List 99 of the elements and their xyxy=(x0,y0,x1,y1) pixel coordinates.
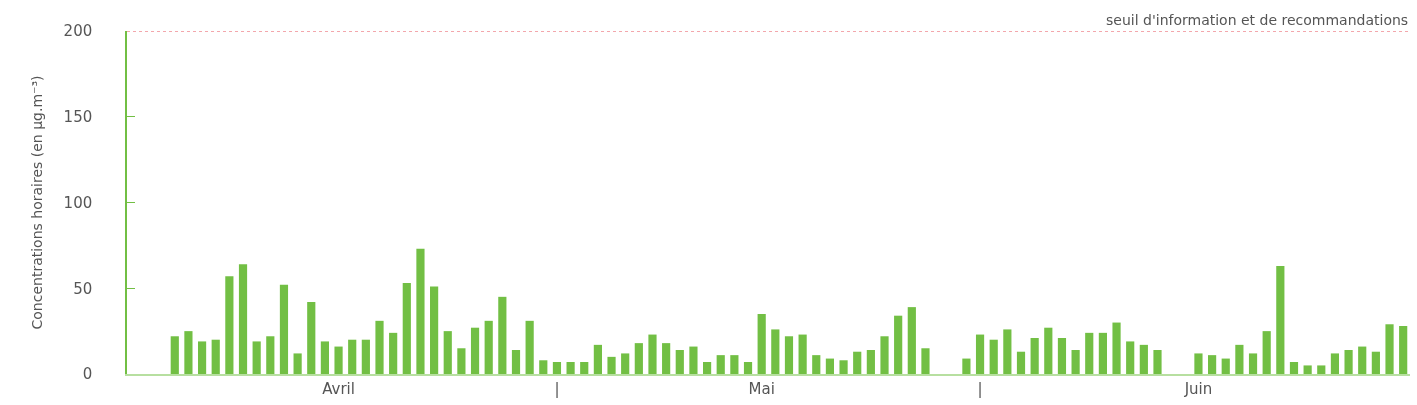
bar xyxy=(716,355,725,374)
bar xyxy=(266,336,275,374)
x-tick-label: Juin xyxy=(1183,380,1213,398)
bar xyxy=(334,346,343,374)
bar xyxy=(457,348,466,374)
bar xyxy=(1030,337,1039,374)
bar xyxy=(662,343,671,374)
bar xyxy=(211,339,220,374)
bar xyxy=(989,339,998,374)
bar xyxy=(1289,362,1299,374)
bar xyxy=(1153,349,1162,374)
bar xyxy=(1126,341,1135,374)
bar xyxy=(238,264,248,374)
bar xyxy=(648,334,657,374)
bar xyxy=(1276,265,1285,374)
bar xyxy=(252,341,261,374)
bar xyxy=(484,320,493,374)
bar xyxy=(894,315,903,374)
bar xyxy=(279,284,289,374)
bar xyxy=(580,362,589,374)
bar xyxy=(443,331,452,374)
bar xyxy=(498,296,507,374)
bar xyxy=(389,332,398,374)
bar xyxy=(1098,332,1107,374)
bar xyxy=(1003,329,1012,374)
y-tick-label: 200 xyxy=(63,22,93,41)
y-tick-label: 150 xyxy=(63,108,93,126)
bar xyxy=(757,313,766,374)
bar xyxy=(511,349,521,374)
bar xyxy=(1358,346,1367,374)
bar xyxy=(1044,327,1053,374)
bar xyxy=(1235,344,1244,374)
bar xyxy=(730,355,739,374)
bar xyxy=(866,349,875,374)
x-tick-label: Avril xyxy=(322,380,355,398)
y-tick-label: 100 xyxy=(63,193,93,212)
bar xyxy=(1303,365,1312,374)
bar xyxy=(539,360,548,374)
bar xyxy=(975,334,985,374)
bar xyxy=(771,329,780,374)
bar xyxy=(621,353,630,374)
bar xyxy=(702,362,712,374)
bar xyxy=(1139,344,1148,374)
bar xyxy=(552,362,562,374)
bar xyxy=(566,362,575,374)
bar xyxy=(921,348,930,374)
bar xyxy=(1071,349,1080,374)
bar xyxy=(880,336,889,374)
bar xyxy=(525,320,534,374)
bar xyxy=(907,307,916,374)
bar xyxy=(1085,332,1094,374)
bar xyxy=(689,346,698,374)
y-axis-title: Concentrations horaires (en µg.m⁻³) xyxy=(28,75,45,330)
bar xyxy=(293,353,302,374)
bar xyxy=(197,341,207,374)
bar xyxy=(1385,324,1394,374)
bar xyxy=(1057,337,1067,374)
bar xyxy=(1016,351,1026,374)
bar xyxy=(607,356,616,374)
bar xyxy=(1194,353,1203,374)
ref-line-label: seuil d'information et de recommandations xyxy=(1106,12,1409,28)
bar xyxy=(1112,322,1121,374)
bar xyxy=(593,344,602,374)
bar xyxy=(430,286,439,374)
x-tick-label: | xyxy=(977,380,983,398)
bar xyxy=(320,341,329,374)
x-tick-label: Mai xyxy=(748,380,775,398)
bar xyxy=(348,339,357,374)
bar xyxy=(743,362,753,374)
bar xyxy=(307,301,316,374)
y-tick-label: 50 xyxy=(73,279,93,298)
bar xyxy=(812,355,821,374)
bar xyxy=(1248,353,1258,374)
bar xyxy=(361,339,370,374)
bar xyxy=(962,358,971,374)
bar xyxy=(634,343,643,374)
bar xyxy=(1344,349,1353,374)
bar xyxy=(375,320,384,374)
x-tick-label: | xyxy=(554,380,560,398)
bar xyxy=(470,327,480,374)
bar xyxy=(1221,358,1230,374)
bar xyxy=(1208,355,1217,374)
bar xyxy=(402,283,411,374)
bar xyxy=(853,351,862,374)
bar xyxy=(839,360,848,374)
bar xyxy=(1371,351,1380,374)
bar xyxy=(170,336,179,374)
y-tick-label: 0 xyxy=(82,365,93,384)
bar xyxy=(798,334,807,374)
bar xyxy=(1317,365,1326,374)
bar xyxy=(784,336,794,374)
bar xyxy=(184,331,193,374)
bar xyxy=(825,358,835,374)
bar xyxy=(225,276,234,374)
bar xyxy=(1330,353,1340,374)
bar xyxy=(1262,331,1271,374)
bar xyxy=(416,248,425,374)
bar xyxy=(1399,325,1408,374)
bar xyxy=(675,349,684,374)
